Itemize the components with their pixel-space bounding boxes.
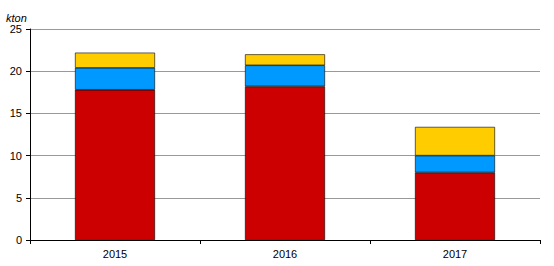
svg-text:25: 25: [10, 23, 22, 35]
svg-text:5: 5: [16, 192, 22, 204]
svg-text:10: 10: [10, 150, 22, 162]
svg-text:2016: 2016: [273, 248, 297, 260]
svg-text:kton: kton: [6, 12, 27, 24]
svg-text:0: 0: [16, 234, 22, 246]
svg-text:20: 20: [10, 65, 22, 77]
svg-text:2017: 2017: [443, 248, 467, 260]
svg-text:2015: 2015: [103, 248, 127, 260]
svg-text:15: 15: [10, 107, 22, 119]
